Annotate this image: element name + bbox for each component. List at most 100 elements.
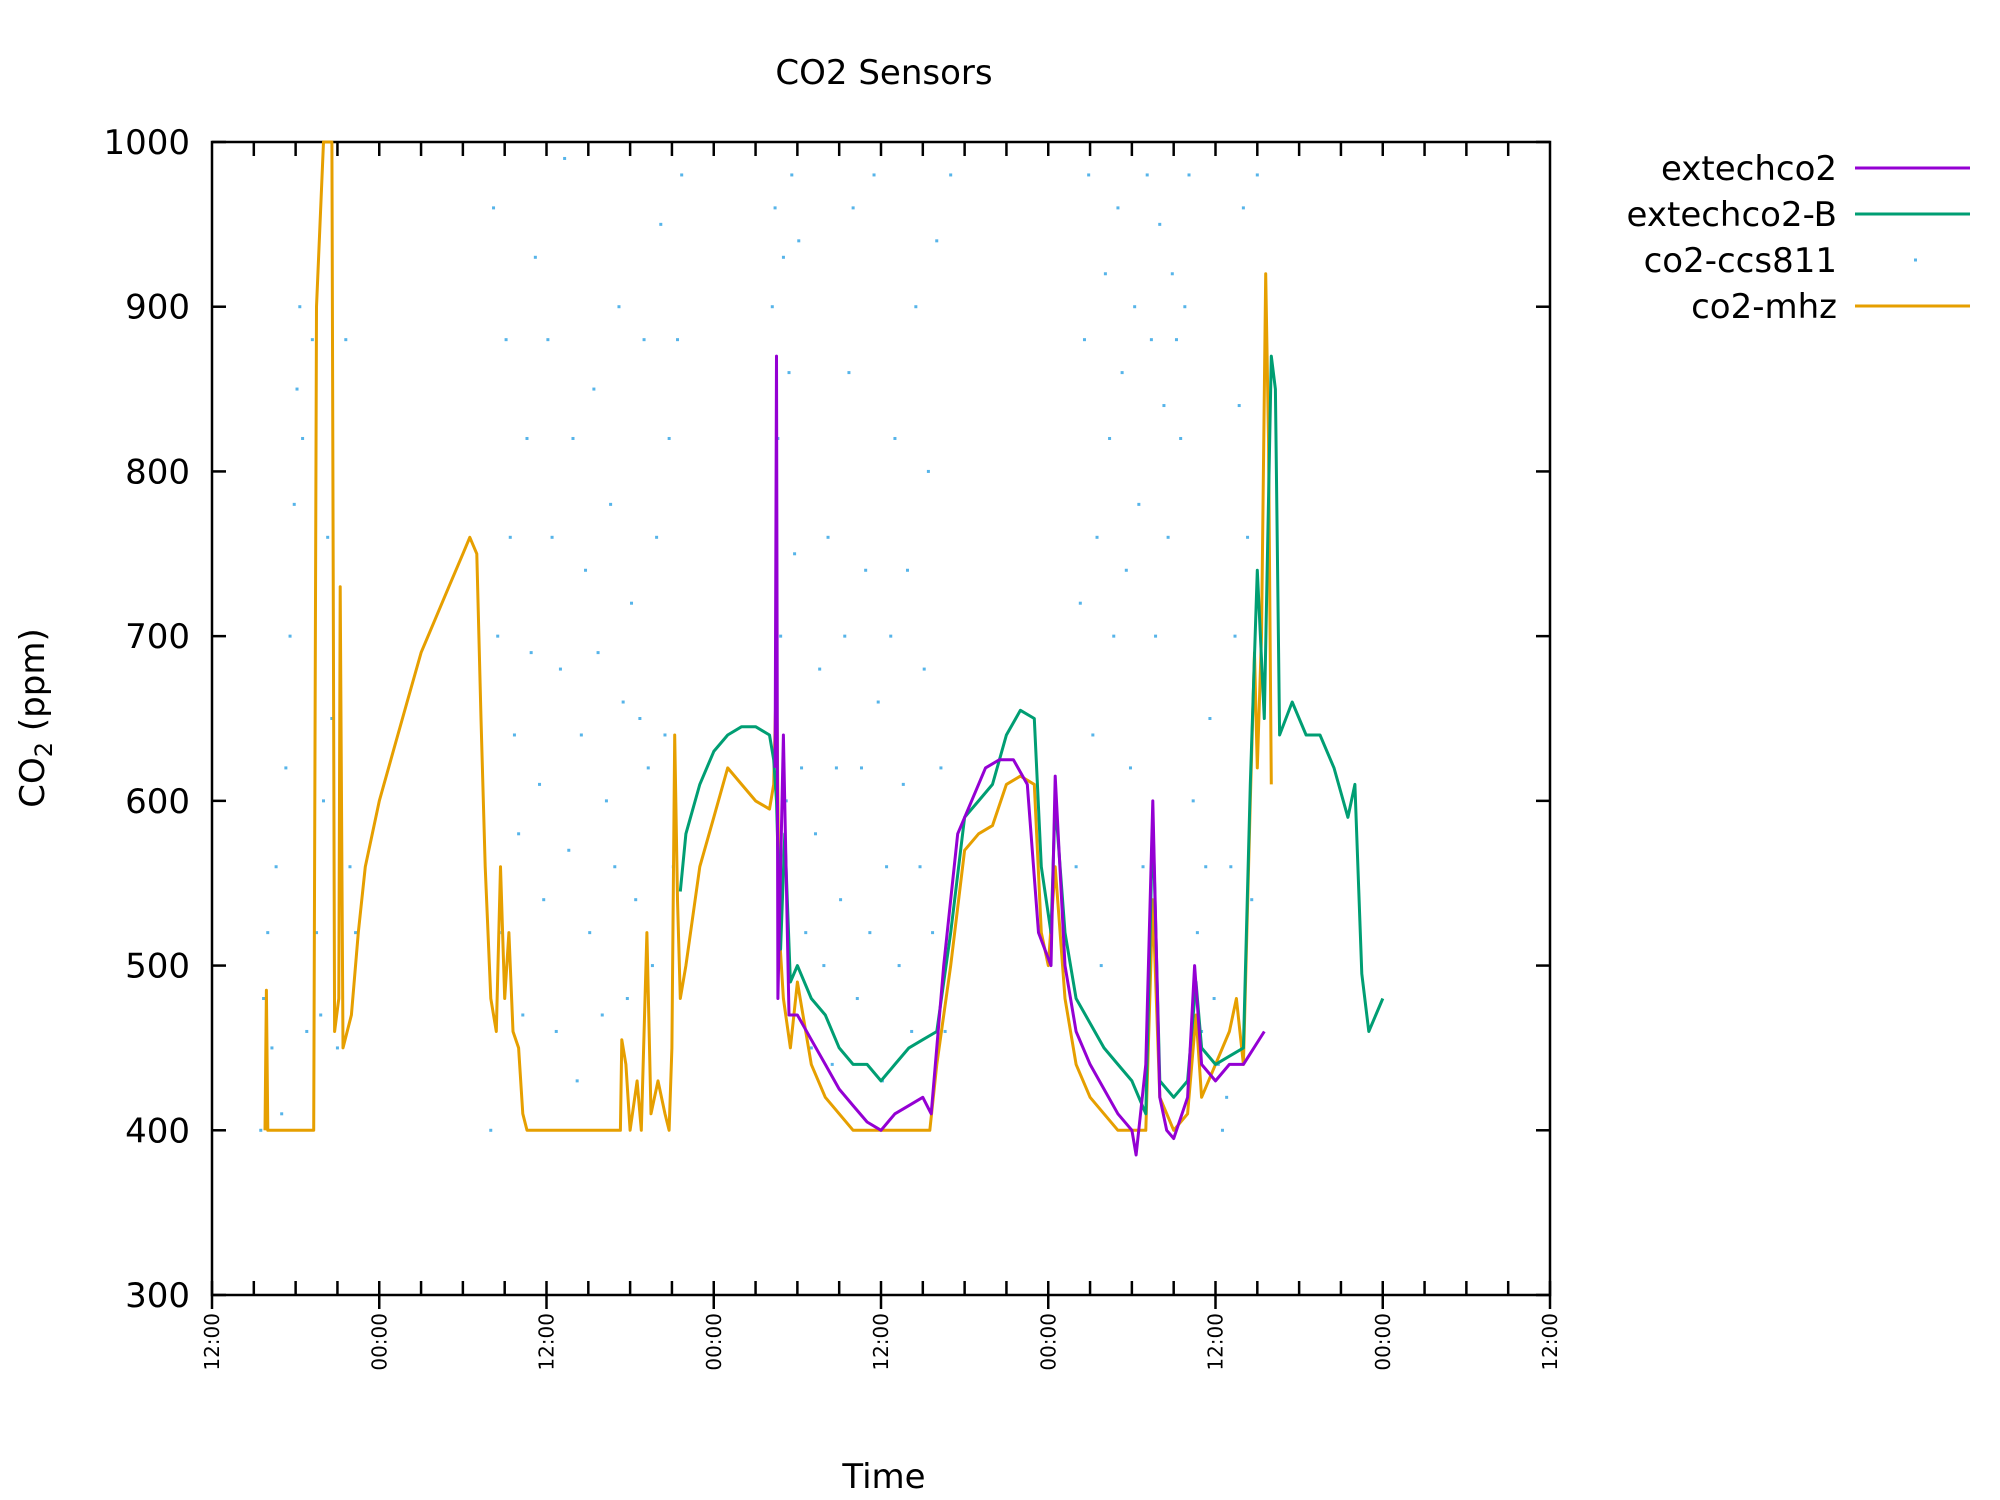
data-point xyxy=(496,634,500,638)
y-tick-label: 500 xyxy=(125,947,190,987)
data-point xyxy=(1233,634,1237,638)
chart-title: CO2 Sensors xyxy=(775,53,992,93)
y-axis-title: CO2 (ppm) xyxy=(13,628,58,807)
data-point xyxy=(335,1046,339,1050)
data-point xyxy=(822,964,826,968)
data-point xyxy=(542,898,546,902)
x-tick-label: 00:00 xyxy=(367,1313,391,1371)
data-point xyxy=(646,766,650,770)
data-point xyxy=(1108,436,1112,440)
data-point xyxy=(784,799,788,803)
data-point xyxy=(1137,502,1141,506)
data-point xyxy=(847,371,851,375)
y-tick-label: 700 xyxy=(125,617,190,657)
x-tick-label: 00:00 xyxy=(1036,1313,1060,1371)
data-point xyxy=(818,667,822,671)
data-point xyxy=(298,305,302,309)
y-axis-title-base: CO xyxy=(13,757,53,808)
x-tick-labels: 12:00 00:00 12:00 00:00 12:00 00:00 12:00 00:00… xyxy=(200,1313,1562,1371)
x-tick-label: 12:00 xyxy=(1538,1313,1562,1371)
x-tick-label: 12:00 xyxy=(200,1313,224,1371)
data-point xyxy=(935,239,939,243)
data-point xyxy=(504,338,508,342)
data-point xyxy=(793,552,797,556)
data-point xyxy=(839,898,843,902)
data-point xyxy=(1204,865,1208,869)
data-point xyxy=(529,651,533,655)
data-point xyxy=(1116,206,1120,210)
data-point xyxy=(1141,865,1145,869)
data-point xyxy=(1195,931,1199,935)
data-point xyxy=(592,387,596,391)
data-point xyxy=(855,997,859,1001)
data-point xyxy=(800,766,804,770)
series-line xyxy=(773,354,1266,1157)
y-tick-label: 800 xyxy=(125,452,190,492)
data-point xyxy=(301,436,305,440)
y-tick-label: 900 xyxy=(125,288,190,328)
data-point xyxy=(680,173,684,177)
data-point xyxy=(905,568,909,572)
data-point xyxy=(638,717,642,720)
data-point xyxy=(804,931,808,935)
data-point xyxy=(1158,222,1162,226)
data-point xyxy=(949,173,953,177)
data-point xyxy=(1183,305,1187,309)
data-point xyxy=(885,865,889,869)
data-point xyxy=(284,766,288,770)
x-tick-label: 00:00 xyxy=(1371,1313,1395,1371)
data-point xyxy=(600,1013,604,1017)
data-point xyxy=(546,338,550,342)
data-point xyxy=(512,733,516,737)
plot-area xyxy=(210,140,1552,1309)
data-point xyxy=(613,865,617,869)
data-point xyxy=(1225,1095,1229,1099)
data-point xyxy=(770,305,774,309)
plot-frame xyxy=(210,140,1552,1297)
data-point xyxy=(609,502,613,506)
data-point xyxy=(897,964,901,968)
data-point xyxy=(1250,898,1254,902)
data-point xyxy=(1162,404,1166,408)
data-point xyxy=(344,338,348,342)
data-point xyxy=(625,997,629,1001)
data-point xyxy=(270,1046,274,1050)
data-point xyxy=(538,782,542,786)
legend-label: extechco2 xyxy=(1661,149,1837,189)
series-line xyxy=(263,140,1273,1132)
data-point xyxy=(259,1128,263,1132)
axis-ticks xyxy=(210,140,1552,1309)
series-extechco2 xyxy=(773,354,1266,1157)
data-point xyxy=(931,931,935,935)
series-co2-ccs811 xyxy=(259,156,1259,1132)
data-point xyxy=(295,387,299,391)
data-point xyxy=(525,436,529,440)
data-point xyxy=(588,931,592,935)
data-point xyxy=(315,931,319,935)
data-point xyxy=(797,239,801,243)
data-point xyxy=(1099,964,1103,968)
data-point xyxy=(489,1128,493,1132)
data-point xyxy=(1255,173,1259,177)
data-point xyxy=(1174,338,1178,342)
data-point xyxy=(262,997,266,1001)
data-point xyxy=(1179,436,1183,440)
data-point xyxy=(872,173,876,177)
data-point xyxy=(1246,535,1250,539)
data-point xyxy=(773,206,777,210)
data-point xyxy=(1212,997,1216,1001)
x-tick-label: 12:00 xyxy=(535,1313,559,1371)
y-axis-title-rest: (ppm) xyxy=(13,628,53,742)
data-point xyxy=(1103,272,1107,276)
x-tick-label: 12:00 xyxy=(869,1313,893,1371)
data-point xyxy=(830,1062,834,1066)
data-point xyxy=(1241,206,1245,210)
y-axis-title-subscript: 2 xyxy=(30,742,58,757)
data-point xyxy=(554,1029,558,1033)
data-point xyxy=(943,1029,947,1033)
data-point xyxy=(567,848,571,852)
data-point xyxy=(1074,865,1078,869)
data-point xyxy=(550,535,554,539)
data-point xyxy=(876,700,880,704)
